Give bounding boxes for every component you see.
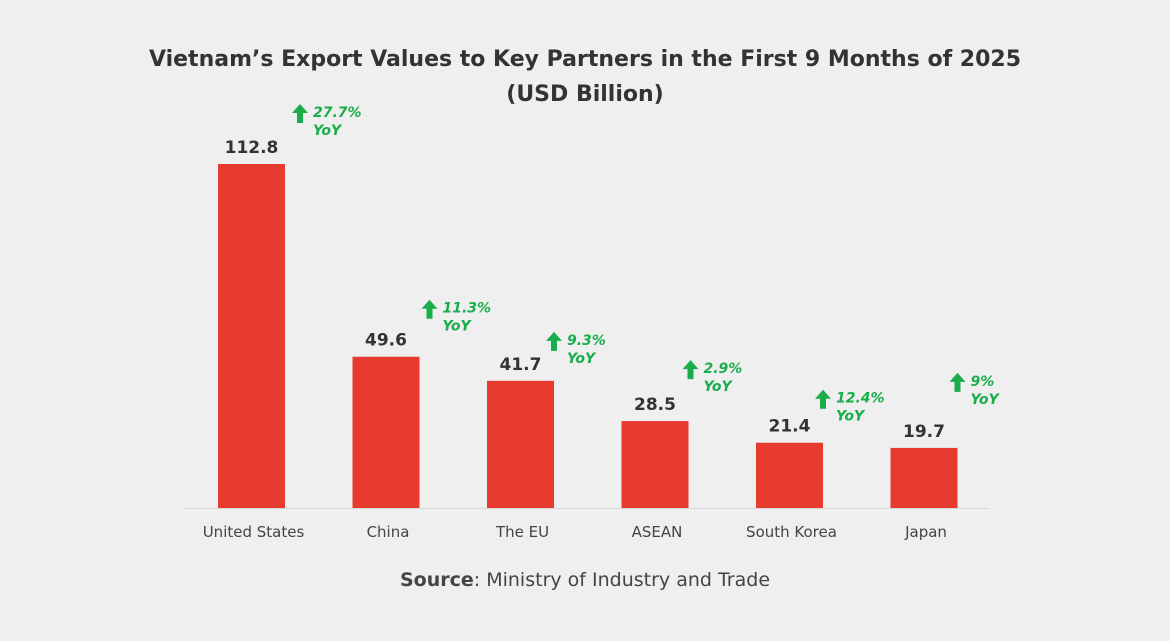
growth-suffix: YoY (836, 409, 866, 425)
value-label: 41.7 (500, 355, 542, 375)
chart-title: Vietnam’s Export Values to Key Partners … (149, 47, 1021, 72)
growth-label: 9% (971, 374, 995, 390)
bar (352, 356, 420, 508)
growth-label: 2.9% (704, 361, 743, 377)
category-label: China (367, 523, 410, 541)
source-label: Source (400, 569, 474, 591)
growth-suffix: YoY (443, 319, 473, 335)
growth-label: 12.4% (836, 391, 885, 407)
value-label: 49.6 (365, 331, 407, 351)
growth-suffix: YoY (313, 123, 343, 139)
arrow-up-icon (292, 104, 308, 123)
bar (890, 447, 958, 508)
value-label: 28.5 (634, 395, 676, 415)
category-label: The EU (495, 523, 549, 541)
growth-suffix: YoY (567, 351, 597, 367)
chart-subtitle: (USD Billion) (506, 82, 663, 107)
value-label: 19.7 (903, 422, 945, 442)
category-label: ASEAN (632, 523, 683, 541)
bar (218, 164, 285, 508)
growth-suffix: YoY (704, 379, 734, 395)
arrow-up-icon (815, 389, 831, 409)
category-label: South Korea (746, 523, 837, 541)
arrow-up-icon (546, 331, 562, 351)
growth-suffix: YoY (971, 392, 1001, 408)
category-label: Japan (904, 523, 947, 541)
growth-label: 11.3% (443, 301, 492, 317)
source-text: : Ministry of Industry and Trade (474, 569, 770, 591)
bar (756, 442, 823, 508)
value-label: 21.4 (769, 417, 811, 437)
growth-label: 27.7% (313, 105, 362, 121)
source-note: Source: Ministry of Industry and Trade (400, 569, 770, 591)
growth-label: 9.3% (567, 333, 606, 349)
arrow-up-icon (421, 299, 438, 319)
bar (487, 380, 554, 508)
arrow-up-icon (949, 372, 966, 392)
category-label: United States (203, 523, 305, 541)
arrow-up-icon (682, 360, 699, 380)
bar (621, 421, 689, 508)
value-label: 112.8 (225, 138, 279, 158)
